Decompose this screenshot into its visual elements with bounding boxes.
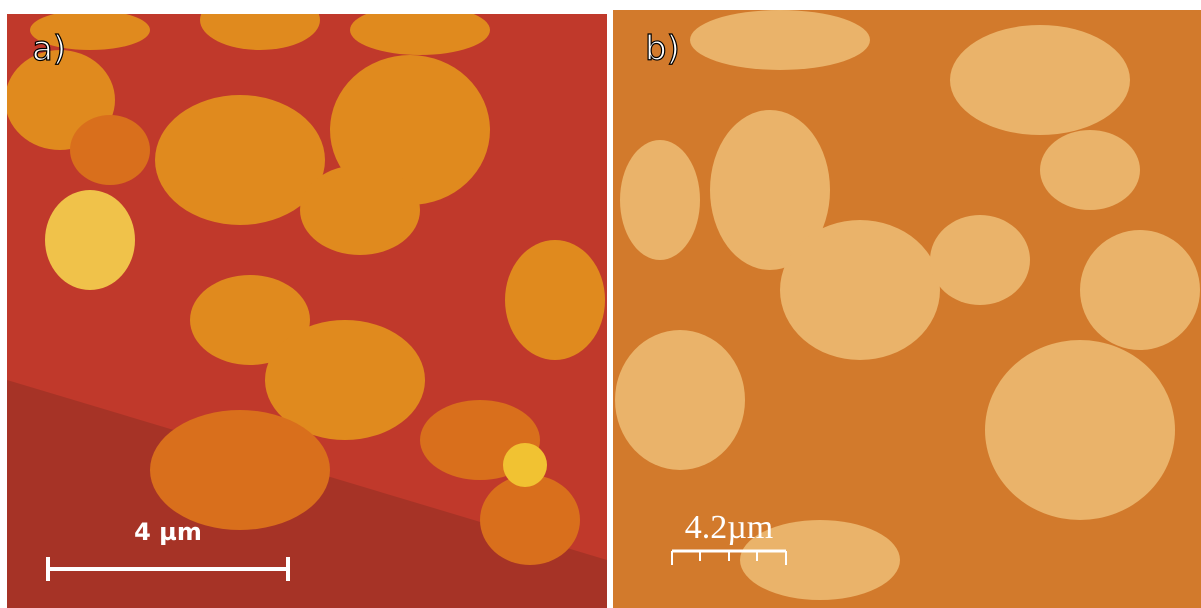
page: 4 µm a) 4.2µm b) (() => { const data = J…: [0, 0, 1201, 608]
afm-image-a: 4 µm a): [5, 0, 607, 608]
scale-label: 4.2µm: [685, 509, 774, 546]
scale-label: 4 µm: [134, 518, 202, 546]
afm-image-b: 4.2µm b): [613, 10, 1201, 608]
panel-label: a): [32, 29, 66, 69]
figure: 4 µm a) 4.2µm b): [0, 0, 1201, 608]
panel-label: b): [645, 29, 680, 69]
